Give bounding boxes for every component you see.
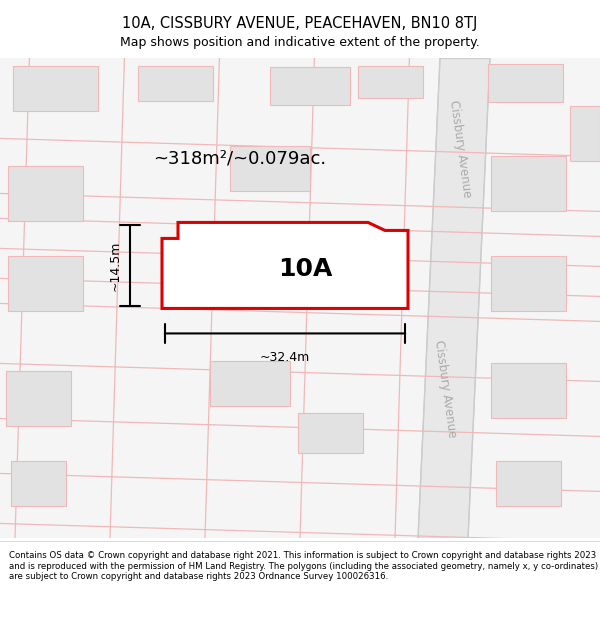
Text: ~14.5m: ~14.5m [109,240,122,291]
Polygon shape [491,363,566,418]
Text: ~32.4m: ~32.4m [260,351,310,364]
Polygon shape [13,66,97,111]
Polygon shape [5,371,71,426]
Text: 10A, CISSBURY AVENUE, PEACEHAVEN, BN10 8TJ: 10A, CISSBURY AVENUE, PEACEHAVEN, BN10 8… [122,16,478,31]
Polygon shape [11,461,65,506]
Polygon shape [230,146,310,191]
Polygon shape [210,361,290,406]
Polygon shape [358,66,422,98]
Polygon shape [270,68,350,106]
Polygon shape [491,256,566,311]
Polygon shape [487,64,563,102]
Polygon shape [496,461,560,506]
Polygon shape [162,222,408,308]
Text: Map shows position and indicative extent of the property.: Map shows position and indicative extent… [120,36,480,49]
Text: Contains OS data © Crown copyright and database right 2021. This information is : Contains OS data © Crown copyright and d… [9,551,598,581]
Polygon shape [298,414,362,454]
Polygon shape [418,58,490,538]
Polygon shape [570,106,600,161]
Text: 10A: 10A [278,258,332,281]
Polygon shape [491,156,566,211]
Polygon shape [137,66,212,101]
Text: Cissbury Avenue: Cissbury Avenue [447,99,473,198]
Text: Cissbury Avenue: Cissbury Avenue [432,339,458,438]
Polygon shape [7,256,83,311]
Polygon shape [7,166,83,221]
Text: ~318m²/~0.079ac.: ~318m²/~0.079ac. [154,149,326,168]
